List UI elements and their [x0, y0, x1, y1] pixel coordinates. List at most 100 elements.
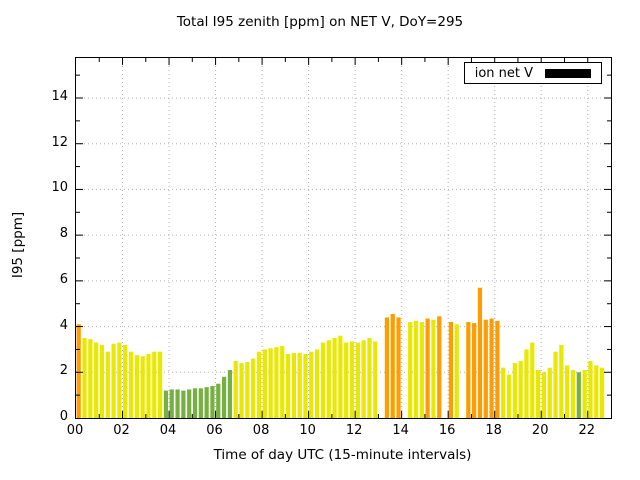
bar: [274, 347, 279, 418]
bar: [146, 354, 151, 418]
bar: [111, 343, 116, 418]
bar: [582, 370, 587, 418]
bar: [140, 356, 145, 418]
bar: [303, 354, 308, 418]
bar: [483, 319, 488, 418]
bar: [559, 344, 564, 418]
bar: [367, 338, 372, 418]
bar: [390, 314, 395, 418]
y-tick-label: 8: [59, 226, 68, 242]
bar: [570, 370, 576, 418]
bar: [128, 351, 134, 418]
x-tick-label: 00: [66, 423, 84, 438]
bar: [599, 367, 605, 418]
bar: [221, 376, 227, 418]
bar: [361, 340, 366, 418]
y-axis-label: I95 [ppm]: [10, 211, 26, 279]
y-tick-label: 10: [51, 180, 68, 196]
x-tick-label: 22: [578, 423, 595, 438]
x-tick-label: 10: [299, 423, 316, 438]
bar: [530, 342, 535, 418]
bar: [547, 367, 552, 418]
legend-swatch-icon: [545, 68, 591, 78]
bar: [285, 354, 291, 418]
bar: [216, 383, 221, 418]
bar: [431, 319, 436, 418]
bar: [495, 320, 500, 418]
bar: [349, 341, 355, 418]
bar: [576, 372, 581, 418]
x-tick-label: 18: [485, 423, 502, 438]
bar: [419, 322, 424, 418]
bar: [297, 352, 302, 418]
y-tick-label: 2: [59, 363, 68, 379]
bar: [344, 342, 349, 418]
bar: [326, 340, 331, 418]
bar: [239, 363, 244, 418]
bar: [94, 342, 99, 418]
bar: [88, 339, 93, 418]
legend-label: ion net V: [474, 65, 533, 81]
bar: [210, 386, 215, 418]
bar: [152, 351, 157, 418]
bar: [117, 342, 122, 418]
bar: [553, 351, 558, 418]
x-tick-label: 16: [438, 423, 456, 438]
bar: [396, 317, 401, 418]
bar: [280, 346, 285, 418]
bar: [518, 360, 523, 418]
bar: [384, 317, 390, 418]
bar: [233, 360, 238, 418]
bar: [99, 344, 105, 418]
bar: [163, 390, 169, 418]
bar: [373, 341, 378, 418]
legend-box: ion net V: [463, 62, 602, 84]
bar: [489, 318, 494, 418]
bar: [512, 363, 517, 418]
chart-svg: [76, 58, 611, 418]
bar: [565, 365, 570, 418]
x-tick-label: 14: [392, 423, 409, 438]
y-tick-label: 4: [59, 317, 68, 333]
bar: [524, 349, 529, 418]
bar: [245, 362, 250, 418]
bar: [76, 324, 81, 418]
bar: [181, 390, 186, 418]
y-tick-label: 14: [51, 89, 68, 104]
bar: [187, 389, 192, 418]
bar: [256, 351, 262, 418]
bar: [309, 351, 314, 418]
bar: [262, 349, 267, 418]
bar: [169, 389, 174, 418]
chart-title: Total I95 zenith [ppm] on NET V, DoY=295: [176, 14, 464, 30]
bar: [134, 355, 139, 418]
bar: [175, 389, 180, 418]
bar: [448, 322, 453, 418]
x-tick-label: 08: [252, 423, 270, 438]
bar: [594, 365, 599, 418]
bar: [320, 342, 326, 418]
x-tick-label: 12: [345, 423, 363, 438]
bar: [425, 318, 430, 418]
bar: [332, 338, 337, 418]
bar: [536, 370, 541, 418]
bar: [291, 352, 296, 418]
y-tick-label: 12: [51, 134, 68, 150]
plot-area: [75, 57, 612, 419]
bar: [105, 351, 110, 418]
y-tick-label: 0: [59, 409, 68, 424]
bar: [506, 374, 512, 418]
y-tick-label: 6: [59, 271, 68, 287]
bar: [338, 335, 343, 418]
bar: [315, 349, 320, 418]
bar: [501, 367, 506, 418]
x-tick-label: 06: [206, 423, 223, 438]
bar: [541, 372, 547, 418]
x-axis-label: Time of day UTC (15-minute intervals): [213, 447, 472, 463]
bar: [413, 320, 419, 418]
x-tick-label: 20: [531, 423, 549, 438]
x-tick-label: 04: [159, 423, 177, 438]
bar: [158, 351, 163, 418]
bar: [355, 342, 360, 418]
